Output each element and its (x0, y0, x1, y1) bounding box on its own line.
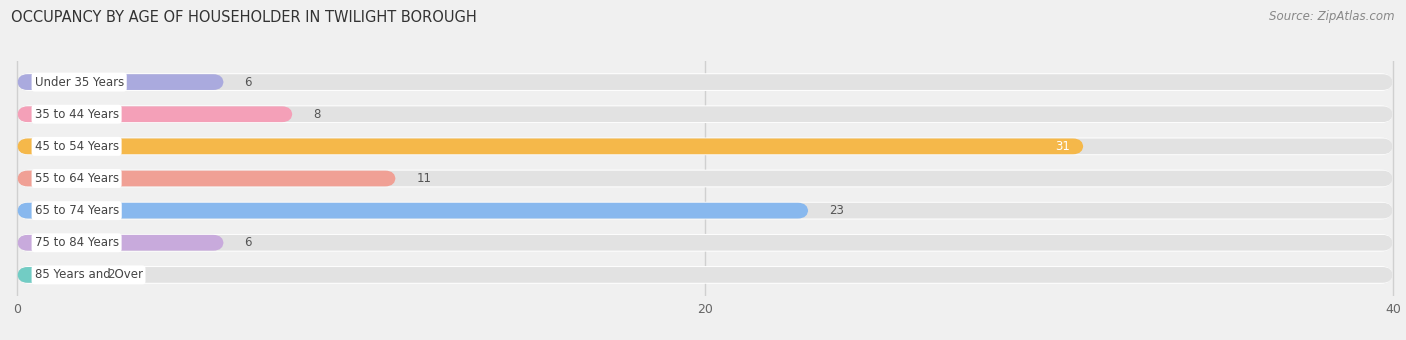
FancyBboxPatch shape (17, 105, 1393, 123)
FancyBboxPatch shape (17, 267, 1393, 283)
FancyBboxPatch shape (17, 138, 1393, 154)
Text: 65 to 74 Years: 65 to 74 Years (35, 204, 118, 217)
Text: 45 to 54 Years: 45 to 54 Years (35, 140, 118, 153)
FancyBboxPatch shape (17, 235, 1393, 251)
Text: 6: 6 (245, 75, 252, 89)
Text: 85 Years and Over: 85 Years and Over (35, 268, 142, 282)
Text: 23: 23 (830, 204, 844, 217)
FancyBboxPatch shape (17, 203, 808, 219)
FancyBboxPatch shape (17, 203, 1393, 219)
FancyBboxPatch shape (17, 266, 1393, 284)
FancyBboxPatch shape (17, 170, 1393, 187)
FancyBboxPatch shape (17, 73, 1393, 91)
FancyBboxPatch shape (17, 267, 86, 283)
Text: 55 to 64 Years: 55 to 64 Years (35, 172, 118, 185)
Text: 2: 2 (107, 268, 114, 282)
Text: 8: 8 (314, 108, 321, 121)
Text: 31: 31 (1054, 140, 1070, 153)
FancyBboxPatch shape (17, 171, 395, 186)
Text: 35 to 44 Years: 35 to 44 Years (35, 108, 118, 121)
FancyBboxPatch shape (17, 235, 224, 251)
Text: 11: 11 (416, 172, 432, 185)
FancyBboxPatch shape (17, 202, 1393, 220)
Text: OCCUPANCY BY AGE OF HOUSEHOLDER IN TWILIGHT BOROUGH: OCCUPANCY BY AGE OF HOUSEHOLDER IN TWILI… (11, 10, 477, 25)
FancyBboxPatch shape (17, 74, 1393, 90)
FancyBboxPatch shape (17, 171, 1393, 186)
FancyBboxPatch shape (17, 106, 1393, 122)
FancyBboxPatch shape (17, 74, 224, 90)
Text: Source: ZipAtlas.com: Source: ZipAtlas.com (1270, 10, 1395, 23)
FancyBboxPatch shape (17, 234, 1393, 252)
Text: 6: 6 (245, 236, 252, 249)
Text: 75 to 84 Years: 75 to 84 Years (35, 236, 118, 249)
FancyBboxPatch shape (17, 138, 1084, 154)
Text: Under 35 Years: Under 35 Years (35, 75, 124, 89)
FancyBboxPatch shape (17, 137, 1393, 155)
FancyBboxPatch shape (17, 106, 292, 122)
